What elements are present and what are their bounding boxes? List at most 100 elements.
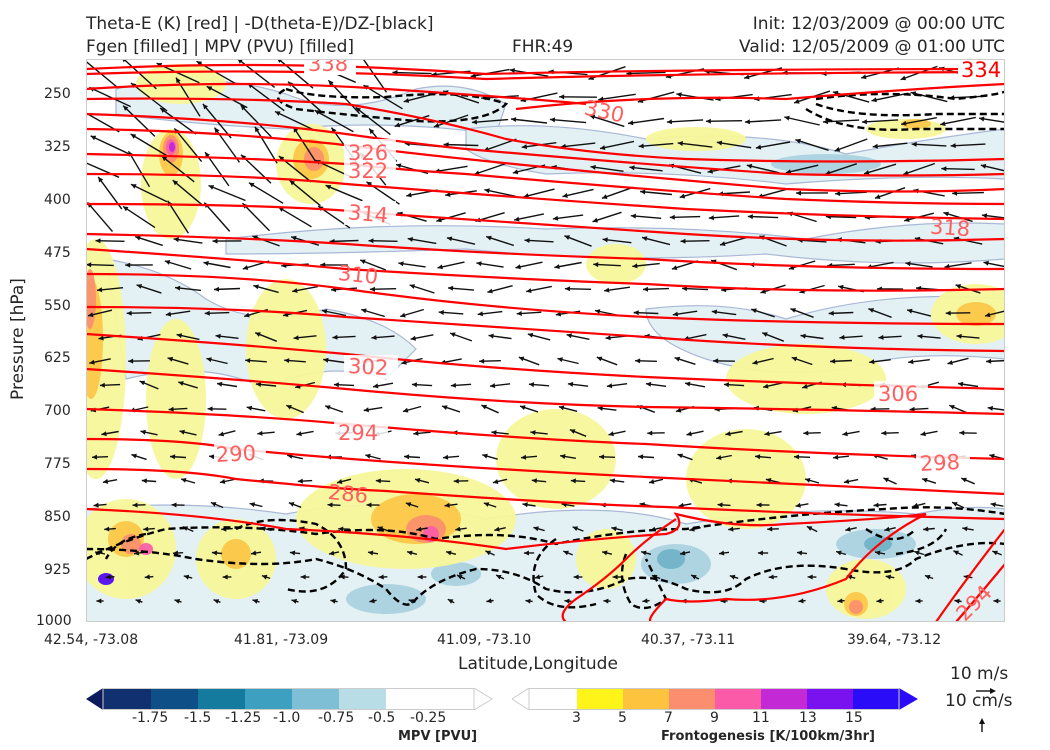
- wind-vector-head: [369, 598, 375, 604]
- wind-vector-head: [596, 356, 603, 362]
- wind-vector-head: [989, 453, 995, 459]
- wind-vector: [911, 143, 947, 147]
- wind-vector-head: [261, 574, 268, 580]
- wind-vector-head: [676, 92, 682, 98]
- wind-vector-head: [222, 574, 228, 580]
- wind-vector-head: [755, 144, 762, 150]
- wind-vector-head: [363, 407, 369, 413]
- wind-vector: [980, 164, 1005, 172]
- x-axis-label: Latitude,Longitude: [458, 654, 618, 674]
- wind-vector: [248, 182, 284, 204]
- wind-vector-head: [558, 405, 565, 411]
- wind-vector-head: [413, 430, 419, 436]
- wind-vector-head: [767, 526, 773, 532]
- wind-vector-head: [481, 404, 487, 410]
- wind-vector-head: [206, 357, 212, 363]
- forecast-hour: FHR:49: [512, 37, 574, 57]
- wind-vector-head: [479, 358, 485, 364]
- wind-vector-head: [92, 454, 98, 460]
- wind-vector-head: [907, 308, 913, 314]
- y-tick-label: 850: [44, 509, 71, 525]
- y-tick-label: 400: [44, 192, 71, 208]
- wind-vector-head: [642, 236, 648, 242]
- wind-vector-head: [165, 311, 172, 317]
- wind-vector-head: [140, 429, 146, 435]
- wind-vector: [598, 93, 636, 101]
- wind-vector-head: [523, 550, 529, 556]
- wind-vector: [471, 118, 509, 124]
- wind-vector-head: [985, 312, 991, 318]
- wind-vector-head: [791, 356, 798, 362]
- wind-vector-head: [171, 502, 177, 508]
- wind-vector-head: [961, 477, 967, 483]
- wind-vector-head: [794, 98, 800, 104]
- wind-vector-head: [833, 454, 839, 460]
- fgen-tick: 15: [845, 710, 863, 726]
- wind-vector: [552, 214, 584, 220]
- wind-vector: [716, 141, 752, 149]
- x-tick-label: 39.64, -73.12: [847, 632, 942, 648]
- wind-vector-head: [837, 598, 843, 604]
- wind-vector-head: [881, 430, 887, 436]
- wind-vector-head: [716, 140, 723, 146]
- wind-vector-head: [332, 334, 338, 340]
- wind-vector-head: [666, 119, 672, 125]
- wind-vector-head: [496, 575, 502, 580]
- wind-vector-head: [691, 575, 697, 580]
- wind-vector-head: [573, 574, 579, 580]
- wind-vector-head: [762, 332, 768, 337]
- wind-vector: [590, 166, 624, 172]
- wind-vector: [484, 189, 516, 197]
- wind-vector-head: [131, 453, 137, 459]
- wind-vector: [167, 200, 189, 234]
- wind-vector-head: [800, 333, 806, 339]
- wind-vector-head: [244, 312, 250, 318]
- wind-vector: [172, 179, 204, 207]
- wind-vector-head: [144, 574, 150, 580]
- x-tick-label: 41.81, -73.09: [234, 632, 329, 648]
- wind-vector-head: [640, 189, 646, 195]
- wind-vector-head: [647, 430, 653, 436]
- wind-vector: [835, 191, 867, 195]
- wind-vector-head: [518, 356, 525, 362]
- wind-vector-head: [509, 68, 515, 74]
- wind-vector: [901, 117, 937, 125]
- wind-vector-head: [492, 479, 499, 484]
- wind-vector-head: [123, 105, 129, 111]
- wind-vector-head: [671, 265, 678, 270]
- wind-vector-head: [908, 359, 914, 365]
- wind-vector-head: [672, 311, 679, 317]
- wind-vector: [755, 141, 791, 149]
- wind-vector-head: [486, 235, 492, 241]
- wind-vector: [314, 109, 354, 133]
- wind-vector-head: [725, 431, 731, 437]
- wind-vector-head: [494, 526, 500, 532]
- wind-vector: [950, 143, 986, 147]
- wind-vector: [874, 187, 906, 199]
- wind-vector-head: [686, 431, 692, 437]
- wind-vector-head: [446, 236, 453, 242]
- wind-vector-head: [245, 358, 251, 363]
- wind-vector-head: [252, 599, 259, 604]
- wind-vector-head: [172, 180, 179, 186]
- wind-vector-head: [680, 238, 686, 244]
- contour-label: 326: [348, 141, 388, 165]
- wind-vector: [629, 166, 663, 172]
- wind-vector-head: [836, 550, 842, 556]
- wind-vector-head: [407, 550, 413, 556]
- init-time: Init: 12/03/2009 @ 00:00 UTC: [752, 14, 1005, 34]
- wind-vector-head: [484, 188, 490, 194]
- wind-vector-head: [923, 526, 929, 532]
- wind-vector-head: [417, 574, 423, 580]
- wind-vector-head: [861, 119, 867, 125]
- wind-vector-head: [593, 262, 599, 268]
- wind-vector-head: [365, 453, 371, 459]
- wind-vector: [274, 110, 316, 132]
- cross-section-plot: 338 334 330 326 322 318 314 310 306 302 …: [86, 59, 1005, 622]
- wind-vector-head: [678, 502, 684, 508]
- wind-vector: [127, 150, 151, 188]
- wind-vector-head: [416, 526, 422, 532]
- wind-vector-head: [875, 550, 881, 556]
- wind-vector-head: [167, 356, 174, 362]
- wind-vector: [861, 119, 899, 123]
